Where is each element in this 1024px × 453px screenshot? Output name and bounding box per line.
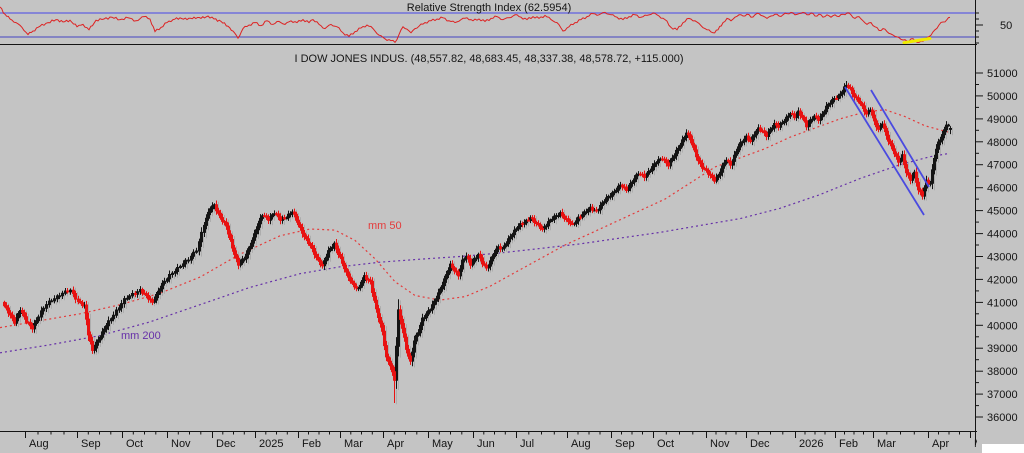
y-tick-label: 38000	[987, 366, 1018, 378]
x-tick-label: May	[974, 438, 995, 450]
y-tick-label: 49000	[987, 114, 1018, 126]
y-tick-label: 39000	[987, 343, 1018, 355]
y-tick-label: 48000	[987, 137, 1018, 149]
x-tick-label: Apr	[932, 438, 949, 450]
y-tick-label: 44000	[987, 229, 1018, 241]
x-tick-label: 2026	[799, 438, 823, 450]
x-tick-label: Oct	[126, 438, 143, 450]
y-tick-label: 50000	[987, 91, 1018, 103]
channel-trendline-1	[844, 86, 925, 216]
y-tick-label: 46000	[987, 183, 1018, 195]
x-tick-label: Aug	[29, 438, 49, 450]
x-axis-labels: Aug Sep Oct Nov Dec 2025 Feb Mar Apr May Jun Jul Aug…	[29, 438, 995, 450]
y-tick-label: 40000	[987, 320, 1018, 332]
x-tick-label: Nov	[710, 438, 730, 450]
x-tick-label: Jul	[520, 438, 534, 450]
down-candle-bodies	[3, 84, 930, 381]
y-tick-label: 45000	[987, 206, 1018, 218]
y-tick-label: 42000	[987, 274, 1018, 286]
channel-trendline-2	[870, 89, 930, 188]
rsi-axis-label: 50	[1000, 20, 1012, 32]
x-tick-label: Sep	[81, 438, 101, 450]
rsi-line	[0, 6, 951, 44]
x-tick-label: Jun	[477, 438, 495, 450]
up-candle-bodies	[15, 84, 952, 381]
y-tick-label: 37000	[987, 389, 1018, 401]
x-tick-label: Feb	[839, 438, 858, 450]
y-tick-label: 41000	[987, 297, 1018, 309]
x-tick-label: Apr	[387, 438, 404, 450]
x-tick-label: Nov	[171, 438, 191, 450]
x-tick-label: Aug	[571, 438, 591, 450]
candle-shadows	[6, 82, 953, 405]
x-tick-label: Feb	[302, 438, 321, 450]
x-tick-label: 2025	[259, 438, 283, 450]
corner-filler	[982, 444, 1024, 453]
down-candle-wicks	[4, 83, 929, 403]
x-tick-label: Sep	[615, 438, 635, 450]
y-tick-label: 36000	[987, 412, 1018, 424]
y-tick-label: 47000	[987, 160, 1018, 172]
y-tick-label: 51000	[987, 68, 1018, 80]
x-tick-label: Dec	[216, 438, 236, 450]
mm50-line	[0, 109, 951, 329]
rsi-highlight-trendline	[902, 37, 932, 45]
x-tick-label: May	[432, 438, 453, 450]
x-tick-label: Mar	[344, 438, 363, 450]
x-tick-label: Oct	[657, 438, 674, 450]
mm200-line	[0, 152, 951, 354]
x-tick-label: Dec	[750, 438, 770, 450]
x-tick-label: Mar	[877, 438, 896, 450]
y-tick-label: 43000	[987, 252, 1018, 264]
